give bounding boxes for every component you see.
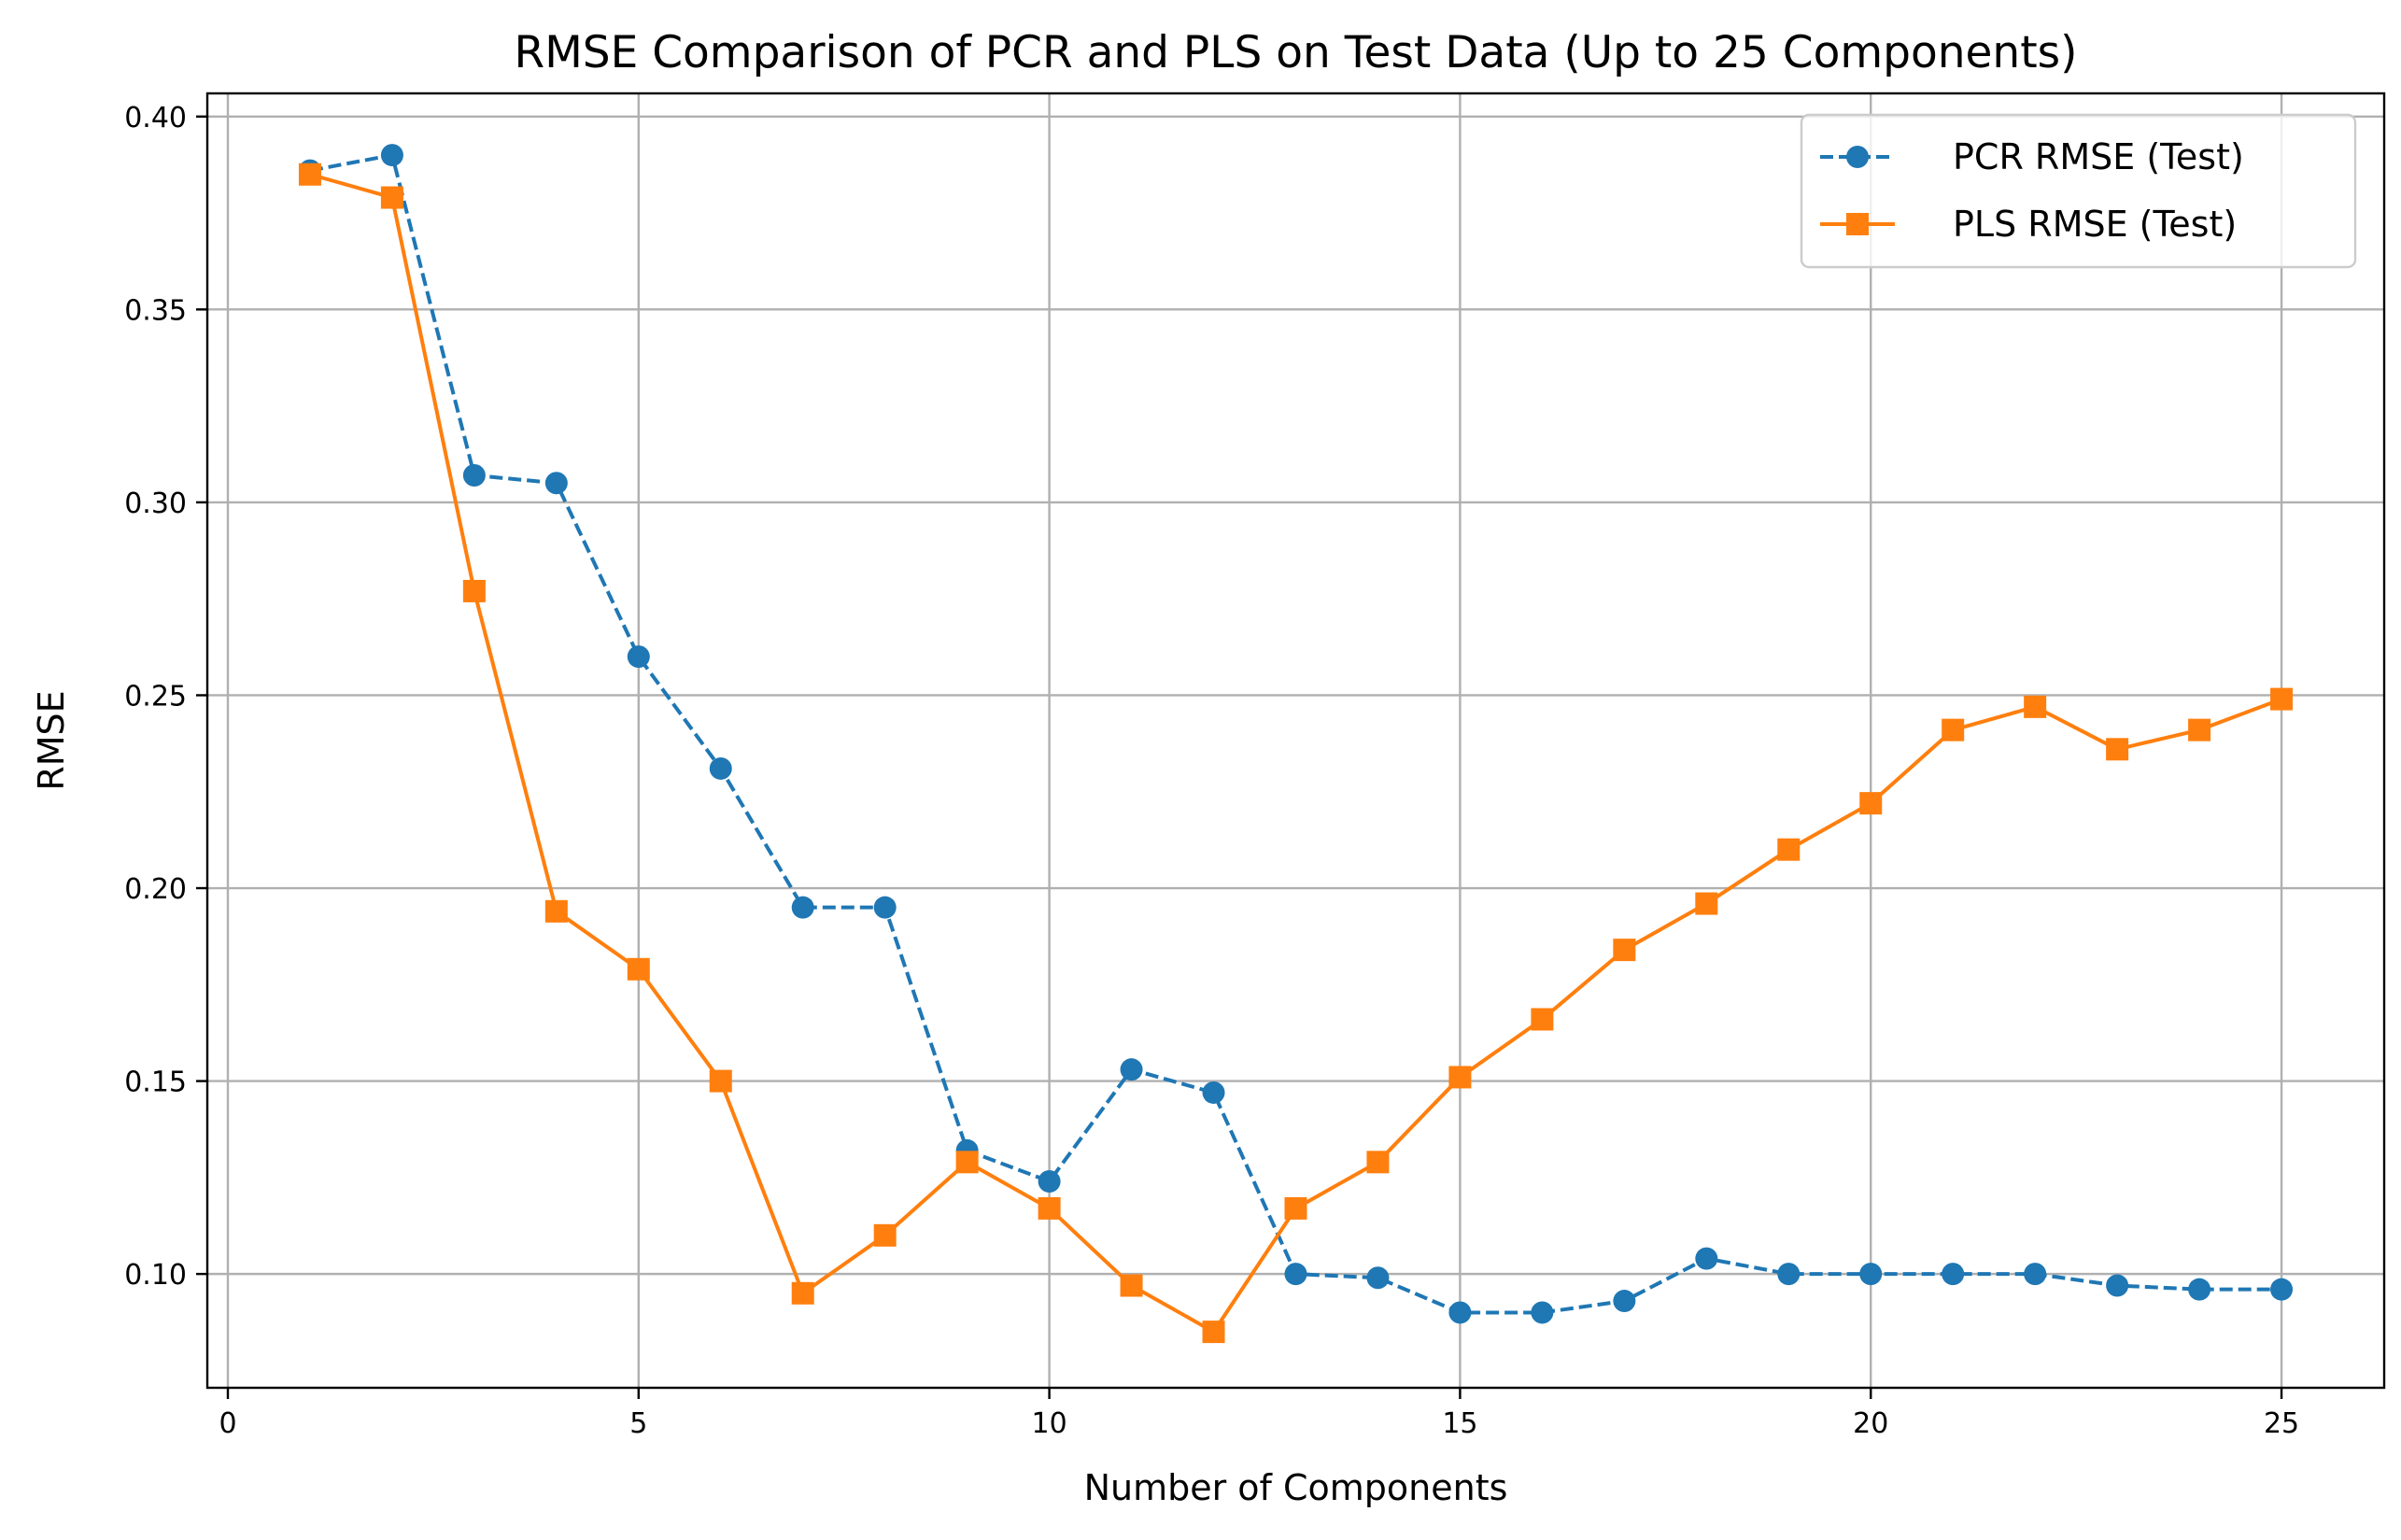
x-tick-label: 0 (219, 1407, 236, 1440)
pls-data-point (1942, 718, 1965, 742)
pls-data-point (298, 162, 321, 186)
pcr-data-point (1695, 1247, 1718, 1270)
pcr-series (298, 144, 2294, 1324)
pcr-data-point (1366, 1266, 1390, 1290)
pls-series (298, 162, 2294, 1344)
y-tick-label: 0.20 (124, 873, 187, 906)
pls-data-point (1531, 1008, 1554, 1031)
pls-data-point (873, 1223, 897, 1247)
pcr-data-point (2106, 1274, 2129, 1297)
y-tick-label: 0.25 (124, 680, 187, 713)
pcr-data-point (1448, 1301, 1472, 1324)
pcr-data-point (1531, 1301, 1554, 1324)
y-tick-label: 0.10 (124, 1259, 187, 1292)
pls-data-point (544, 899, 568, 923)
pls-data-point (1038, 1196, 1061, 1220)
pcr-data-point (2270, 1278, 2294, 1301)
pls-data-point (1859, 792, 1883, 815)
pcr-data-point (1202, 1081, 1225, 1104)
pcr-data-point (1120, 1058, 1143, 1081)
x-tick-label: 15 (1442, 1407, 1477, 1440)
pls-legend-label: PLS RMSE (Test) (1953, 204, 2237, 245)
legend-box (1800, 113, 2357, 269)
pls-data-point (2270, 687, 2294, 711)
pcr-data-point (2188, 1278, 2211, 1301)
y-tick-label: 0.40 (124, 102, 187, 134)
pcr-data-point (1284, 1263, 1307, 1286)
pls-data-point (1695, 892, 1718, 915)
pls-data-point (1613, 939, 1636, 962)
pcr-data-point (627, 645, 650, 669)
pls-data-point (1448, 1066, 1472, 1089)
chart-title: RMSE Comparison of PCR and PLS on Test D… (515, 27, 2078, 78)
y-tick-label: 0.30 (124, 487, 187, 520)
x-tick-label: 20 (1853, 1407, 1888, 1440)
pls-data-point (709, 1069, 732, 1093)
x-tick-label: 10 (1032, 1407, 1067, 1440)
y-tick-label: 0.15 (124, 1067, 187, 1099)
pls-data-point (2188, 718, 2211, 742)
pls-data-point (462, 579, 486, 602)
x-tick-label: 25 (2264, 1407, 2299, 1440)
axis-ticks: 0 5 10 15 20 25 0.10 0.15 0.20 0.25 0.30 0.35 0.40 (124, 102, 2299, 1440)
pcr-legend-label: PCR RMSE (Test) (1953, 136, 2244, 177)
plot-area-frame (205, 92, 2386, 1390)
pcr-data-point (873, 896, 897, 919)
pls-data-point (791, 1281, 814, 1305)
pls-data-point (2106, 738, 2129, 761)
pls-legend-marker (1846, 213, 1869, 235)
pcr-data-point (1038, 1169, 1061, 1193)
pls-data-point (627, 957, 650, 981)
pls-series-line (309, 172, 2282, 1335)
pcr-data-point (380, 144, 403, 167)
pcr-data-point (791, 896, 814, 919)
y-axis-title: RMSE (31, 690, 72, 790)
pcr-data-point (1613, 1290, 1636, 1313)
pcr-data-point (1777, 1263, 1801, 1286)
pcr-series-line (309, 153, 2282, 1315)
grid-lines (207, 93, 2384, 1388)
pcr-data-point (1859, 1263, 1883, 1286)
pcr-data-point (462, 463, 486, 487)
pls-data-point (955, 1151, 979, 1174)
pls-data-point (1202, 1321, 1225, 1344)
x-axis-title: Number of Components (1084, 1467, 1508, 1508)
pcr-legend-marker (1846, 146, 1869, 168)
pcr-data-point (1942, 1263, 1965, 1286)
legend: PCR RMSE (Test) PLS RMSE (Test) (1800, 113, 2357, 269)
pls-data-point (380, 186, 403, 209)
x-tick-label: 5 (629, 1407, 647, 1440)
pls-data-point (1777, 838, 1801, 861)
pcr-data-point (544, 472, 568, 495)
pcr-data-point (709, 756, 732, 780)
pls-data-point (1366, 1151, 1390, 1174)
y-tick-label: 0.35 (124, 294, 187, 327)
pls-data-point (1284, 1196, 1307, 1220)
pls-data-point (1120, 1274, 1143, 1297)
pls-data-point (2024, 695, 2047, 718)
pcr-data-point (2024, 1263, 2047, 1286)
plot-series (298, 144, 2294, 1344)
